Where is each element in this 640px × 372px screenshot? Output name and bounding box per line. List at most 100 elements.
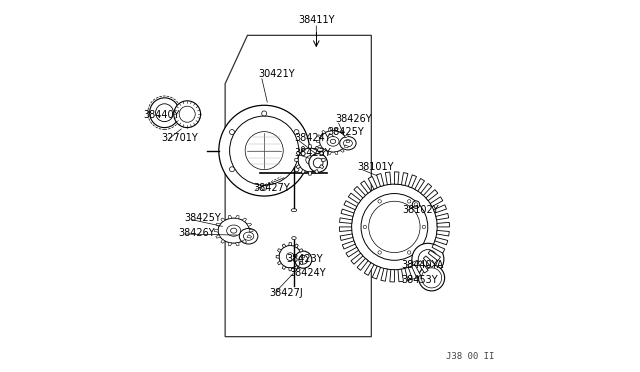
Polygon shape xyxy=(341,209,354,217)
Ellipse shape xyxy=(344,140,353,147)
Polygon shape xyxy=(344,201,356,210)
Polygon shape xyxy=(401,173,408,186)
Circle shape xyxy=(298,148,322,172)
Polygon shape xyxy=(236,215,239,219)
Polygon shape xyxy=(317,135,322,138)
Polygon shape xyxy=(247,235,252,238)
Circle shape xyxy=(422,268,442,288)
Polygon shape xyxy=(317,145,322,148)
Ellipse shape xyxy=(227,225,241,236)
Polygon shape xyxy=(242,218,246,222)
Polygon shape xyxy=(340,131,344,134)
Circle shape xyxy=(418,250,438,269)
Polygon shape xyxy=(435,237,448,245)
Circle shape xyxy=(378,251,381,254)
Polygon shape xyxy=(340,234,353,240)
Text: 38440Y: 38440Y xyxy=(143,110,180,120)
Polygon shape xyxy=(436,214,449,220)
Polygon shape xyxy=(221,240,225,243)
Polygon shape xyxy=(426,190,438,201)
Circle shape xyxy=(150,98,179,128)
Text: 38453Y: 38453Y xyxy=(401,275,438,285)
Polygon shape xyxy=(322,158,325,161)
Circle shape xyxy=(299,255,308,264)
Polygon shape xyxy=(314,169,319,174)
Polygon shape xyxy=(247,223,252,227)
Polygon shape xyxy=(249,229,253,232)
Polygon shape xyxy=(242,240,246,243)
Polygon shape xyxy=(335,151,338,154)
Text: 38426Y: 38426Y xyxy=(335,114,371,124)
Circle shape xyxy=(230,167,234,172)
Polygon shape xyxy=(368,176,377,189)
Polygon shape xyxy=(278,248,282,253)
Text: 38424Y: 38424Y xyxy=(289,269,326,278)
Polygon shape xyxy=(339,227,352,231)
Polygon shape xyxy=(405,267,412,280)
Polygon shape xyxy=(328,151,332,154)
Polygon shape xyxy=(381,268,387,281)
Circle shape xyxy=(363,225,367,229)
Polygon shape xyxy=(216,235,220,238)
Polygon shape xyxy=(214,229,218,232)
Polygon shape xyxy=(296,151,301,155)
Ellipse shape xyxy=(330,139,336,144)
Circle shape xyxy=(245,132,284,170)
Circle shape xyxy=(230,116,299,185)
Circle shape xyxy=(369,201,420,253)
Polygon shape xyxy=(420,183,432,195)
Circle shape xyxy=(412,201,420,208)
Ellipse shape xyxy=(319,131,346,152)
Circle shape xyxy=(230,129,234,135)
Ellipse shape xyxy=(239,228,258,244)
Polygon shape xyxy=(316,140,320,142)
Circle shape xyxy=(156,104,173,122)
Polygon shape xyxy=(322,131,326,134)
Polygon shape xyxy=(289,243,292,246)
Circle shape xyxy=(314,158,323,168)
Ellipse shape xyxy=(218,218,250,243)
Polygon shape xyxy=(294,244,298,248)
Circle shape xyxy=(286,253,294,260)
Polygon shape xyxy=(346,247,358,257)
Ellipse shape xyxy=(243,232,254,240)
Polygon shape xyxy=(289,268,292,271)
Circle shape xyxy=(262,111,267,116)
Polygon shape xyxy=(335,128,338,131)
Polygon shape xyxy=(276,255,279,258)
Polygon shape xyxy=(340,218,352,224)
Polygon shape xyxy=(301,146,305,151)
Circle shape xyxy=(358,190,431,263)
Text: 38426Y: 38426Y xyxy=(178,228,214,237)
Ellipse shape xyxy=(291,209,297,212)
Text: 38411Y: 38411Y xyxy=(298,16,335,25)
Polygon shape xyxy=(430,197,443,206)
Text: 38440YA: 38440YA xyxy=(401,260,444,270)
Polygon shape xyxy=(328,128,332,131)
Polygon shape xyxy=(308,172,312,175)
Polygon shape xyxy=(236,243,239,246)
Polygon shape xyxy=(364,263,374,275)
Polygon shape xyxy=(294,266,298,269)
Polygon shape xyxy=(282,244,286,248)
Polygon shape xyxy=(301,169,305,174)
Ellipse shape xyxy=(292,237,296,240)
Polygon shape xyxy=(340,149,344,152)
Polygon shape xyxy=(344,135,349,138)
Ellipse shape xyxy=(327,137,339,146)
Polygon shape xyxy=(437,222,449,227)
Ellipse shape xyxy=(291,164,298,167)
Polygon shape xyxy=(390,270,394,282)
Text: 38425Y: 38425Y xyxy=(184,213,221,222)
Circle shape xyxy=(179,106,195,122)
Polygon shape xyxy=(424,256,435,267)
Polygon shape xyxy=(436,230,449,236)
Polygon shape xyxy=(376,174,384,186)
Polygon shape xyxy=(346,140,349,142)
Polygon shape xyxy=(433,205,447,213)
Text: 38423Y: 38423Y xyxy=(287,254,323,263)
Polygon shape xyxy=(385,172,391,185)
Circle shape xyxy=(419,265,445,291)
Polygon shape xyxy=(412,264,420,278)
Polygon shape xyxy=(282,266,286,269)
